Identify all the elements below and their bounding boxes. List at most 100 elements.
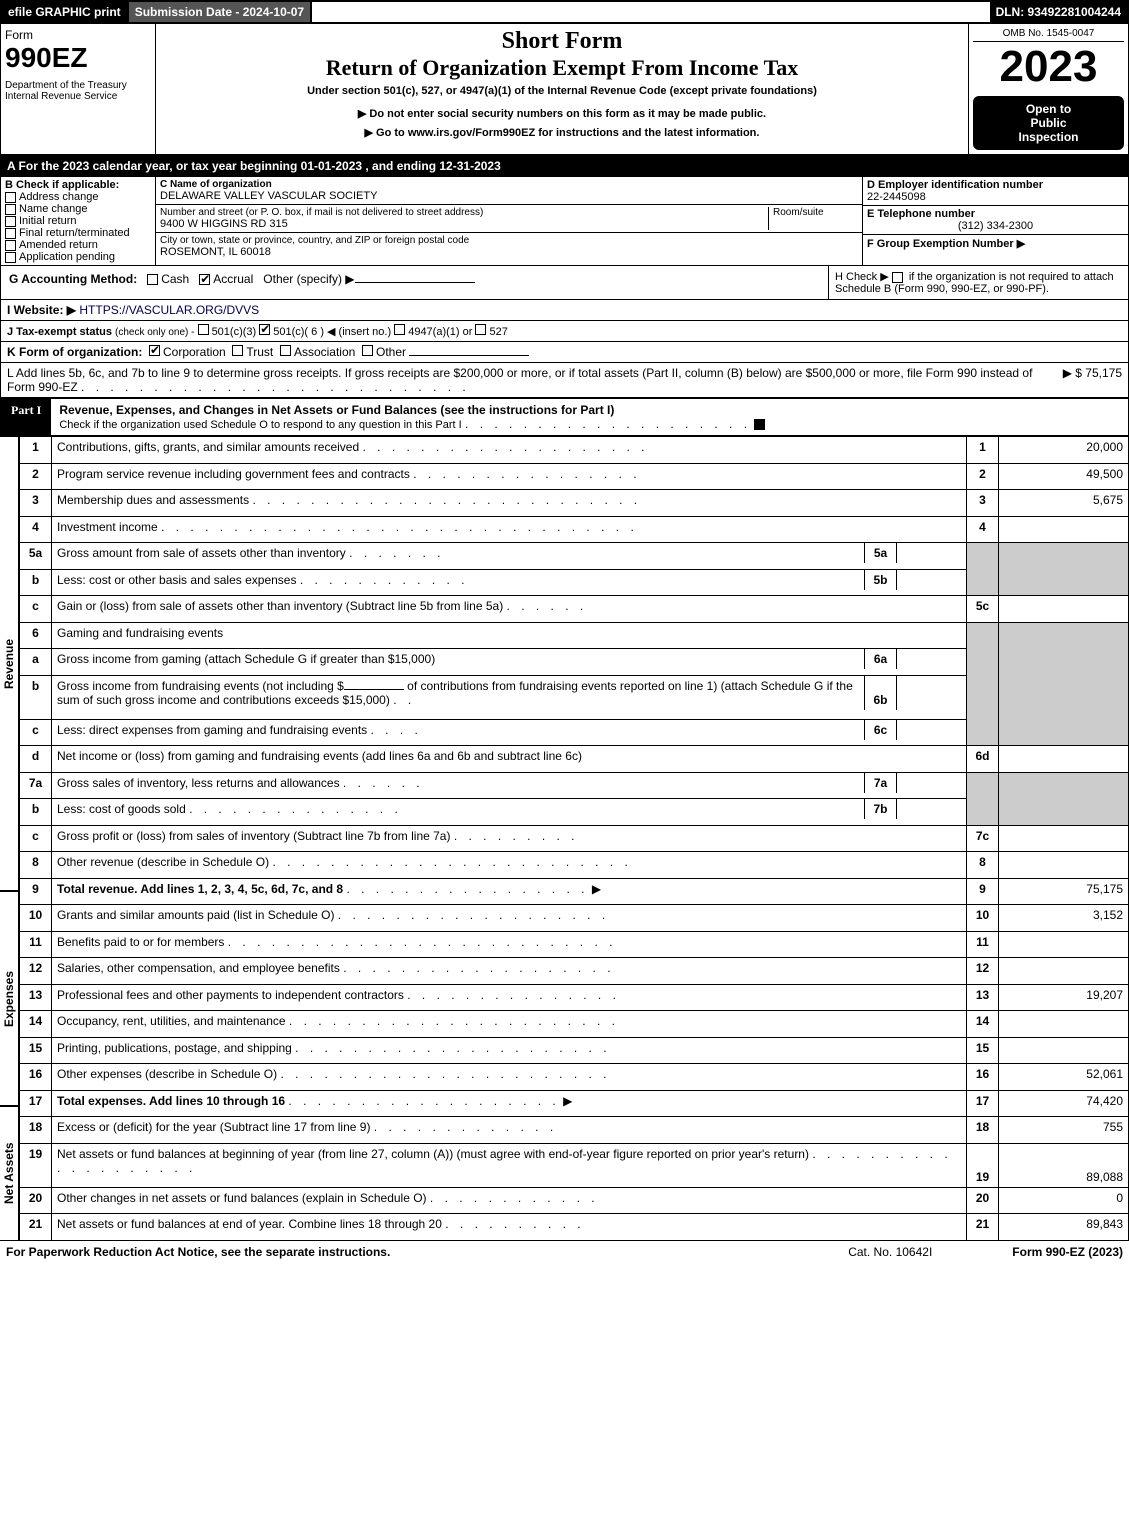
- title-return: Return of Organization Exempt From Incom…: [160, 55, 964, 81]
- chk-501c3[interactable]: [198, 324, 209, 335]
- sec-b-label: B Check if applicable:: [5, 179, 151, 191]
- chk-amended-return[interactable]: Amended return: [5, 239, 151, 251]
- website-link[interactable]: HTTPS://VASCULAR.ORG/DVVS: [79, 303, 259, 317]
- line-20: 20Other changes in net assets or fund ba…: [20, 1187, 1129, 1214]
- chk-527[interactable]: [475, 324, 486, 335]
- chk-name-change[interactable]: Name change: [5, 203, 151, 215]
- city-label: City or town, state or province, country…: [160, 235, 858, 246]
- line-7a: 7aGross sales of inventory, less returns…: [20, 772, 1129, 799]
- line-4: 4Investment income . . . . . . . . . . .…: [20, 516, 1129, 543]
- section-i: I Website: ▶ HTTPS://VASCULAR.ORG/DVVS: [0, 300, 1129, 321]
- line-17: 17Total expenses. Add lines 10 through 1…: [20, 1090, 1129, 1117]
- page-footer: For Paperwork Reduction Act Notice, see …: [0, 1241, 1129, 1263]
- paperwork-notice: For Paperwork Reduction Act Notice, see …: [6, 1245, 390, 1259]
- line-14: 14Occupancy, rent, utilities, and mainte…: [20, 1011, 1129, 1038]
- city-state-zip: ROSEMONT, IL 60018: [160, 246, 858, 258]
- side-label-revenue: Revenue: [0, 436, 19, 891]
- chk-final-return[interactable]: Final return/terminated: [5, 227, 151, 239]
- line-6c: cLess: direct expenses from gaming and f…: [20, 719, 1129, 746]
- chk-address-change[interactable]: Address change: [5, 191, 151, 203]
- group-exemption-label: F Group Exemption Number ▶: [867, 237, 1124, 250]
- part-1-check-note: Check if the organization used Schedule …: [59, 419, 461, 431]
- chk-corporation[interactable]: [149, 345, 160, 356]
- chk-schedule-o[interactable]: [754, 419, 765, 430]
- open-public-badge: Open to Public Inspection: [973, 96, 1124, 150]
- section-b: B Check if applicable: Address change Na…: [1, 177, 156, 265]
- line-18: 18Excess or (deficit) for the year (Subt…: [20, 1117, 1129, 1144]
- street-address: 9400 W HIGGINS RD 315: [160, 218, 768, 230]
- tel-label: E Telephone number: [867, 208, 1124, 220]
- line-6: 6Gaming and fundraising events: [20, 622, 1129, 649]
- ein-label: D Employer identification number: [867, 179, 1124, 191]
- line-7c: cGross profit or (loss) from sales of in…: [20, 825, 1129, 852]
- section-a-year: A For the 2023 calendar year, or tax yea…: [0, 155, 1129, 177]
- line-6d: dNet income or (loss) from gaming and fu…: [20, 746, 1129, 773]
- tel-value: (312) 334-2300: [867, 220, 1124, 232]
- gross-receipts-amount: ▶ $ 75,175: [1063, 366, 1122, 380]
- chk-association[interactable]: [280, 345, 291, 356]
- section-g: G Accounting Method: Cash Accrual Other …: [1, 266, 828, 299]
- section-c: C Name of organization DELAWARE VALLEY V…: [156, 177, 863, 265]
- warn-goto[interactable]: ▶ Go to www.irs.gov/Form990EZ for instru…: [160, 126, 964, 139]
- org-name-label: C Name of organization: [160, 179, 858, 190]
- line-11: 11Benefits paid to or for members . . . …: [20, 931, 1129, 958]
- chk-other-org[interactable]: [362, 345, 373, 356]
- addr-label: Number and street (or P. O. box, if mail…: [160, 207, 768, 218]
- line-21: 21Net assets or fund balances at end of …: [20, 1214, 1129, 1241]
- efile-link[interactable]: efile GRAPHIC print: [2, 2, 129, 22]
- lines-table: 1Contributions, gifts, grants, and simil…: [19, 436, 1129, 1241]
- line-16: 16Other expenses (describe in Schedule O…: [20, 1064, 1129, 1091]
- subtitle: Under section 501(c), 527, or 4947(a)(1)…: [160, 85, 964, 97]
- line-9: 9Total revenue. Add lines 1, 2, 3, 4, 5c…: [20, 878, 1129, 905]
- line-5c: cGain or (loss) from sale of assets othe…: [20, 596, 1129, 623]
- section-l: L Add lines 5b, 6c, and 7b to line 9 to …: [0, 363, 1129, 398]
- line-7b: bLess: cost of goods sold . . . . . . . …: [20, 799, 1129, 826]
- chk-accrual[interactable]: [199, 274, 210, 285]
- form-ref: Form 990-EZ (2023): [1012, 1245, 1123, 1259]
- line-5b: bLess: cost or other basis and sales exp…: [20, 569, 1129, 596]
- top-bar: efile GRAPHIC print Submission Date - 20…: [0, 0, 1129, 24]
- line-10: 10Grants and similar amounts paid (list …: [20, 905, 1129, 932]
- chk-trust[interactable]: [232, 345, 243, 356]
- form-number: 990EZ: [5, 42, 151, 74]
- line-6b: bGross income from fundraising events (n…: [20, 675, 1129, 719]
- irs-label: Internal Revenue Service: [5, 91, 151, 102]
- line-12: 12Salaries, other compensation, and empl…: [20, 958, 1129, 985]
- chk-501c[interactable]: [259, 324, 270, 335]
- form-label: Form: [5, 28, 151, 42]
- cat-no: Cat. No. 10642I: [848, 1245, 932, 1259]
- section-def: D Employer identification number 22-2445…: [863, 177, 1128, 265]
- line-6a: aGross income from gaming (attach Schedu…: [20, 649, 1129, 676]
- side-label-netassets: Net Assets: [0, 1106, 19, 1241]
- chk-cash[interactable]: [147, 274, 158, 285]
- line-15: 15Printing, publications, postage, and s…: [20, 1037, 1129, 1064]
- chk-application-pending[interactable]: Application pending: [5, 251, 151, 263]
- tax-year: 2023: [973, 42, 1124, 92]
- line-8: 8Other revenue (describe in Schedule O) …: [20, 852, 1129, 879]
- submission-date: Submission Date - 2024-10-07: [129, 2, 312, 22]
- line-5a: 5aGross amount from sale of assets other…: [20, 543, 1129, 570]
- ein-value: 22-2445098: [867, 191, 1124, 203]
- part-1-title: Revenue, Expenses, and Changes in Net As…: [59, 403, 614, 417]
- line-2: 2Program service revenue including gover…: [20, 463, 1129, 490]
- dln: DLN: 93492281004244: [990, 2, 1127, 22]
- side-label-expenses: Expenses: [0, 891, 19, 1106]
- chk-4947[interactable]: [394, 324, 405, 335]
- warn-ssn: ▶ Do not enter social security numbers o…: [160, 107, 964, 120]
- line-1: 1Contributions, gifts, grants, and simil…: [20, 437, 1129, 464]
- section-j: J Tax-exempt status (check only one) - 5…: [0, 321, 1129, 342]
- part-1-header: Part I Revenue, Expenses, and Changes in…: [0, 398, 1129, 436]
- part-1-label: Part I: [1, 399, 51, 435]
- org-name: DELAWARE VALLEY VASCULAR SOCIETY: [160, 190, 858, 202]
- omb-no: OMB No. 1545-0047: [973, 28, 1124, 42]
- line-19: 19Net assets or fund balances at beginni…: [20, 1143, 1129, 1187]
- section-h: H Check ▶ if the organization is not req…: [828, 266, 1128, 299]
- dept-treasury: Department of the Treasury: [5, 80, 151, 91]
- room-label: Room/suite: [773, 207, 858, 218]
- chk-initial-return[interactable]: Initial return: [5, 215, 151, 227]
- form-header: Form 990EZ Department of the Treasury In…: [0, 24, 1129, 155]
- line-3: 3Membership dues and assessments . . . .…: [20, 490, 1129, 517]
- title-short-form: Short Form: [160, 28, 964, 55]
- section-k: K Form of organization: Corporation Trus…: [0, 342, 1129, 363]
- chk-schedule-b[interactable]: [892, 272, 903, 283]
